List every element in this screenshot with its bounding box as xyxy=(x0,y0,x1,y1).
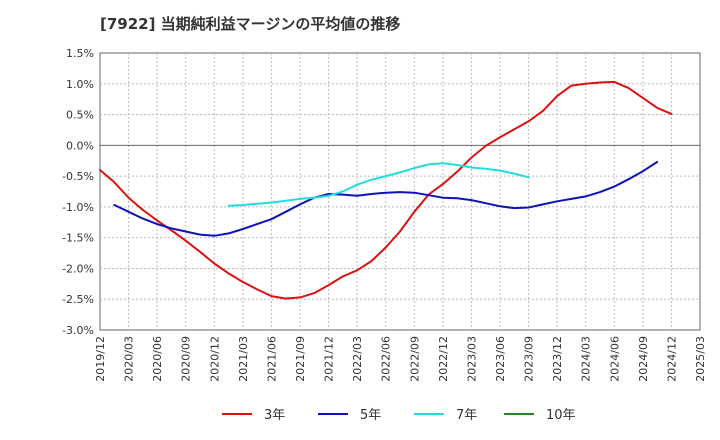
y-tick-label: 1.5% xyxy=(66,47,94,60)
x-tick-label: 2021/12 xyxy=(323,336,336,382)
legend-label: 3年 xyxy=(264,408,285,423)
y-tick-label: 1.0% xyxy=(66,78,94,91)
x-axis: 2019/12 2020/03 2020/06 2020/09 2020/12 2021/… xyxy=(94,336,707,382)
y-tick-label: -0.5% xyxy=(62,170,94,183)
x-tick-label: 2021/03 xyxy=(237,336,250,382)
y-tick-label: -2.5% xyxy=(62,293,94,306)
x-tick-label: 2020/03 xyxy=(123,336,136,382)
legend-label: 5年 xyxy=(360,408,381,423)
x-tick-label: 2023/06 xyxy=(494,336,507,382)
x-tick-label: 2023/09 xyxy=(523,336,536,382)
grid xyxy=(100,53,700,330)
series-line xyxy=(113,161,659,237)
legend: 3年 5年 7年 10年 xyxy=(222,408,576,423)
legend-label: 10年 xyxy=(546,408,576,423)
x-tick-label: 2024/12 xyxy=(665,336,678,382)
chart-title: [7922] 当期純利益マージンの平均値の推移 xyxy=(100,15,400,33)
y-tick-label: -1.0% xyxy=(62,201,94,214)
y-tick-label: -3.0% xyxy=(62,324,94,337)
x-tick-label: 2024/03 xyxy=(580,336,593,382)
x-tick-label: 2024/09 xyxy=(637,336,650,382)
x-tick-label: 2019/12 xyxy=(94,336,107,382)
series-line xyxy=(227,162,530,207)
x-tick-label: 2021/06 xyxy=(265,336,278,382)
x-tick-label: 2024/06 xyxy=(608,336,621,382)
y-axis: 1.5% 1.0% 0.5% 0.0% -0.5% -1.0% -1.5% -2.0% -2.5… xyxy=(62,47,94,337)
series-lines xyxy=(99,80,673,300)
x-tick-label: 2023/12 xyxy=(551,336,564,382)
x-tick-label: 2022/06 xyxy=(380,336,393,382)
x-tick-label: 2021/09 xyxy=(294,336,307,382)
x-tick-label: 2022/12 xyxy=(437,336,450,382)
y-tick-label: 0.0% xyxy=(66,139,94,152)
legend-label: 7年 xyxy=(456,408,477,423)
x-tick-label: 2020/09 xyxy=(180,336,193,382)
x-tick-label: 2020/06 xyxy=(151,336,164,382)
x-tick-label: 2020/12 xyxy=(208,336,221,382)
y-tick-label: -1.5% xyxy=(62,232,94,245)
x-tick-label: 2025/03 xyxy=(694,336,707,382)
x-tick-label: 2022/09 xyxy=(408,336,421,382)
x-tick-label: 2023/03 xyxy=(465,336,478,382)
x-tick-label: 2022/03 xyxy=(351,336,364,382)
series-line xyxy=(99,80,673,300)
y-tick-label: -2.0% xyxy=(62,262,94,275)
y-tick-label: 0.5% xyxy=(66,109,94,122)
